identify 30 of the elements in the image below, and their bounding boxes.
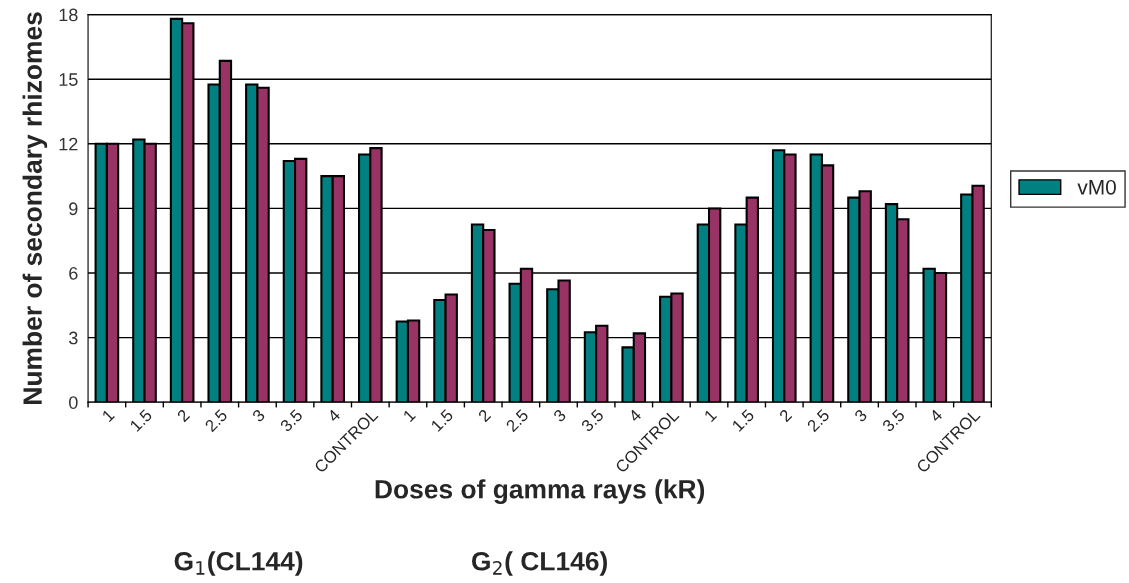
y-tick-label: 15 xyxy=(59,73,78,86)
y-tick-label: 12 xyxy=(59,137,78,151)
x-tick-label: 3.5 xyxy=(580,408,605,433)
y-tick-label: 3 xyxy=(68,331,78,345)
x-tick-label: 2.5 xyxy=(505,408,530,433)
x-axis-title: Doses of gamma rays (kR) xyxy=(375,479,705,504)
x-tick-label: 3 xyxy=(552,408,567,423)
x-tick-label: 2.5 xyxy=(204,408,228,433)
x-tick-label: 1 xyxy=(101,408,115,423)
x-tick-label: 3.5 xyxy=(279,408,304,433)
x-tick-label: 1.5 xyxy=(430,408,454,432)
legend-label: vM0 xyxy=(1077,179,1116,195)
y-tick-label: 18 xyxy=(59,8,78,22)
x-tick-label: 1.5 xyxy=(731,408,755,432)
y-tick-label: 9 xyxy=(69,202,78,216)
x-tick-label: 3 xyxy=(251,408,266,423)
x-tick-label: 1 xyxy=(703,408,717,423)
y-tick-label: 0 xyxy=(69,396,78,409)
x-tick-label: 2 xyxy=(477,408,492,423)
x-tick-label: 3 xyxy=(853,408,868,423)
y-axis-title: Number of secondary rhizomes xyxy=(22,12,48,404)
x-tick-label: 1.5 xyxy=(129,408,153,432)
x-tick-label: 2 xyxy=(778,408,793,423)
x-tick-label: 1 xyxy=(402,408,416,423)
x-tick-label: 2.5 xyxy=(806,408,831,433)
x-tick-label: 3.5 xyxy=(881,408,906,433)
text: G$_{1}$(CL144) xyxy=(174,551,303,576)
text: G$_{2}$( CL146) xyxy=(472,551,607,576)
x-tick-label: 2 xyxy=(176,408,191,423)
y-tick-label: 6 xyxy=(69,266,78,280)
